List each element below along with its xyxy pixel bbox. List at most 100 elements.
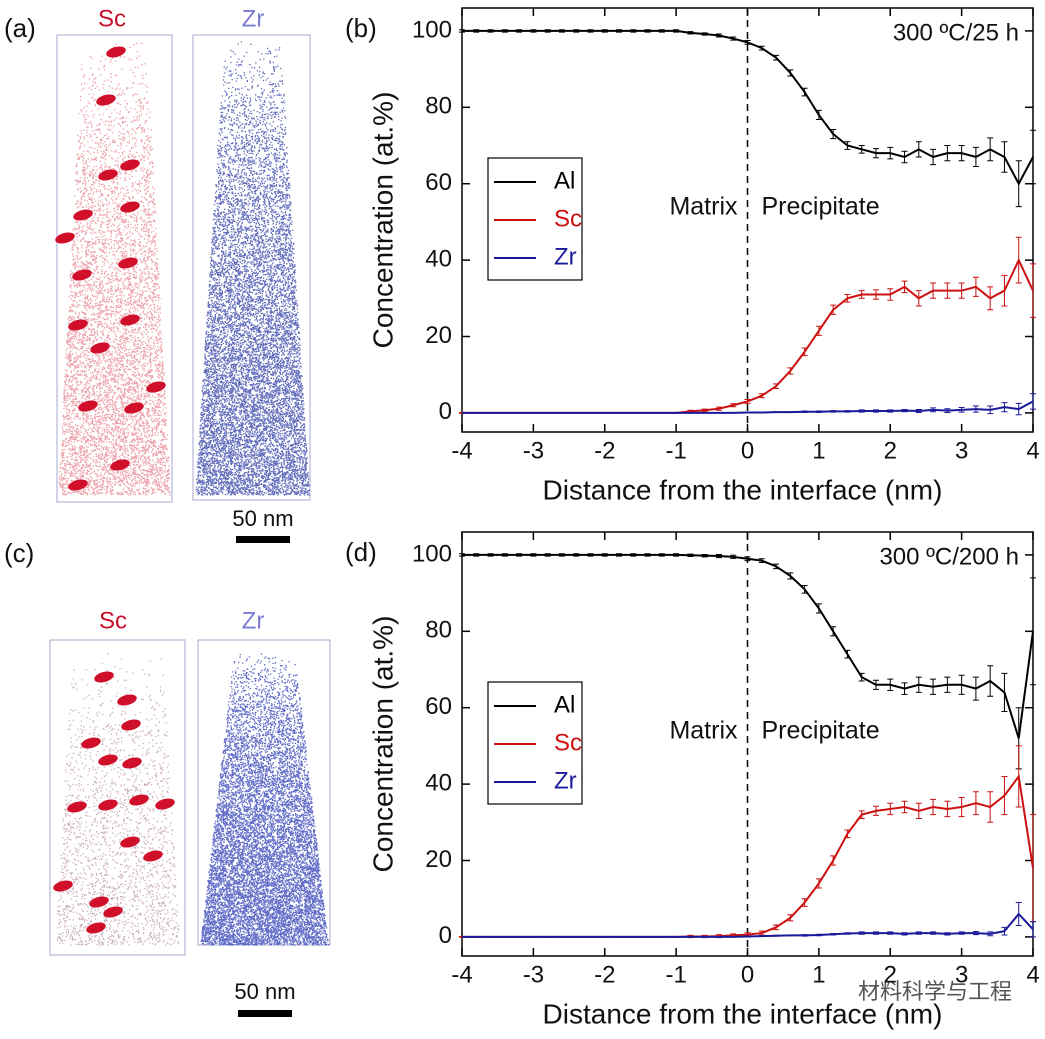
precipitate [110,459,130,471]
error-bar [701,408,708,412]
error-bar [915,802,922,819]
error-bar [958,796,965,818]
error-bar [773,54,780,61]
precipitate [117,694,137,706]
error-bar [558,553,565,557]
precipitate [53,880,73,892]
scale-bar [238,1010,292,1017]
error-bar [487,553,494,557]
panel-label: (a) [4,13,36,43]
x-tick-label: 1 [812,437,825,464]
error-bar [601,553,608,557]
error-bar [887,288,894,301]
error-bar [1015,160,1022,208]
x-tick-label: 0 [741,961,754,988]
precipitate [120,201,140,213]
error-bar [872,409,879,413]
error-bar [516,29,523,33]
error-bar [901,150,908,164]
error-bar [972,931,979,936]
volume-box [56,34,173,503]
precipitate [55,232,75,244]
error-bar [887,409,894,413]
volume-box [192,34,311,501]
error-bar [758,930,765,936]
volume-box [197,639,331,946]
error-bar [915,676,922,693]
error-bar [815,109,822,121]
error-bar [915,141,922,158]
error-bar [844,932,851,935]
error-bar [987,791,994,823]
precipitate [98,799,118,811]
error-bar [473,29,480,33]
precipitate [106,46,126,58]
error-bar [530,553,537,557]
precipitate [121,719,141,731]
error-bar [744,39,751,45]
precipitate [124,402,144,414]
error-bar [558,29,565,33]
precipitate [120,314,140,326]
error-bar [701,554,708,558]
error-bar [1015,402,1022,416]
legend-label: Zr [554,767,577,794]
error-bar [501,29,508,33]
error-bar [830,626,837,637]
annotation: 300 ºC/200 h [879,543,1019,570]
error-bar [830,128,837,140]
error-bar [687,553,694,557]
error-bar [573,553,580,557]
scale-bar-label: 50 nm [234,979,295,1004]
error-bar [1015,236,1022,284]
error-bar [744,556,751,562]
error-bar [658,29,665,33]
element-label: Zr [242,5,265,32]
y-tick-label: 80 [425,93,452,120]
error-bar [1001,926,1008,936]
error-bar [944,800,951,818]
precipitate [103,906,123,918]
error-bar [858,290,865,299]
precipitate [118,257,138,269]
error-bar [930,678,937,695]
error-bar [987,665,994,697]
error-bar [872,289,879,300]
x-tick-label: 3 [955,961,968,988]
error-bar [758,558,765,564]
error-bar [958,674,965,695]
error-bar [930,282,937,299]
error-bar [487,29,494,33]
x-tick-label: -1 [665,437,686,464]
error-bar [658,553,665,557]
error-bar [758,45,765,51]
panel-label: (d) [345,537,377,567]
y-tick-label: 40 [425,769,452,796]
precipitate [86,922,106,934]
precipitate [122,757,142,769]
error-bar [1030,393,1036,410]
error-bar [815,325,822,336]
error-bar [901,408,908,413]
error-bar [958,145,965,162]
error-bar [630,553,637,557]
x-tick-label: 3 [955,437,968,464]
error-bar [972,276,979,297]
error-bar [972,405,979,413]
error-bar [587,29,594,33]
error-bar [801,584,808,594]
error-bar [858,810,865,819]
legend-label: Zr [554,243,577,270]
error-bar [516,553,523,557]
error-bar [744,411,751,414]
error-bar [787,367,794,375]
error-bar [930,931,937,935]
error-bar [915,931,922,935]
error-bar [1030,577,1036,686]
error-bar [501,553,508,557]
error-bar [901,932,908,936]
error-bar [944,932,951,936]
error-bar [815,410,822,414]
